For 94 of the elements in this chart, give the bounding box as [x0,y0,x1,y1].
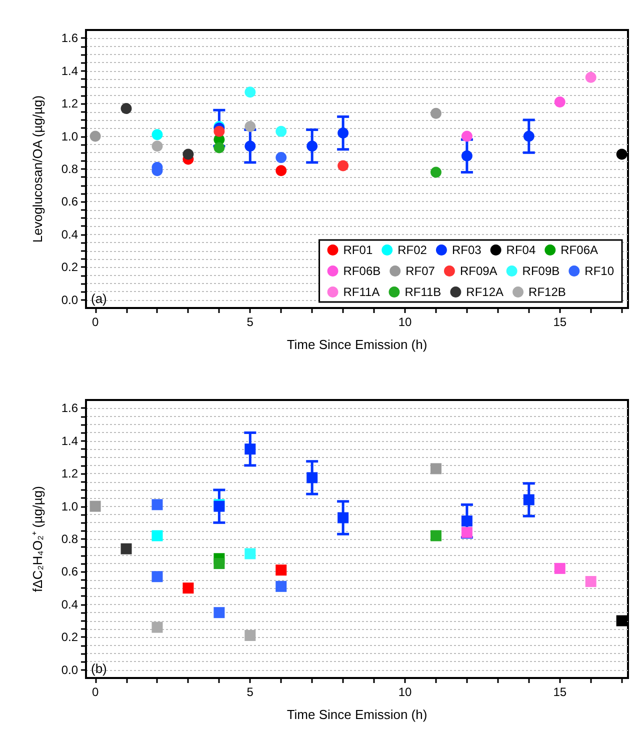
point [276,165,287,176]
point [616,148,628,160]
legend-label: RF12A [466,285,504,299]
y-tick-label: 1.4 [61,434,78,448]
point [585,576,596,588]
y-tick-label: 0.0 [61,662,78,677]
y-tick-label: 1.0 [61,129,78,144]
y-tick-label: 0.4 [61,597,78,612]
point [152,530,163,542]
x-tick-label: 10 [398,685,412,699]
y-tick-label: 0.6 [61,564,78,579]
y-tick-label: 1.4 [61,64,78,78]
legend-label: RF11B [404,285,442,299]
point [276,126,287,137]
legend-label: RF04 [506,243,536,257]
y-tick-label: 1.6 [61,31,78,46]
point [276,564,287,576]
annotation: (a) [91,291,107,306]
point [430,108,442,119]
x-axis-title: Time Since Emission (h) [286,337,428,352]
y-tick-label: 0.4 [61,227,78,242]
point [554,562,566,574]
y-tick-label: 1.6 [61,401,78,416]
y-tick-label: 0.8 [61,532,78,546]
legend-label: RF06A [560,243,598,257]
point [244,140,256,152]
y-tick-label: 0.8 [61,162,78,176]
point [338,128,349,139]
y-tick-label: 0.2 [61,630,78,644]
x-axis-title: Time Since Emission (h) [286,707,428,722]
x-tick-label: 0 [92,685,99,699]
point [244,630,256,641]
x-tick-label: 5 [246,315,254,329]
legend-label: RF07 [406,264,436,278]
y-tick-label: 0.0 [61,292,78,307]
legend-label: RF09A [460,264,498,278]
point [152,129,163,140]
point [244,120,256,132]
point [152,622,163,633]
y-tick-label: 1.0 [61,499,78,514]
point [214,126,225,137]
y-tick-label: 0.6 [61,194,78,209]
point [276,580,287,592]
point [306,472,318,484]
point [523,130,534,142]
point [461,526,472,538]
point [120,543,132,554]
point [182,582,194,594]
point [585,72,596,83]
legend-label: RF11A [343,285,380,299]
legend-label: RF06B [343,264,381,278]
legend-label: RF09B [522,264,560,278]
point [244,548,256,560]
annotation: (b) [91,661,107,676]
point [523,494,534,506]
y-tick-label: 1.2 [61,466,78,481]
legend-label: RF01 [343,243,373,257]
point [152,499,163,510]
x-tick-label: 10 [398,315,412,329]
y-tick-label: 1.2 [61,96,78,111]
point [461,150,472,162]
point [152,140,163,152]
point [90,130,101,142]
point [554,96,566,108]
point [461,516,472,527]
point [182,148,194,160]
point [430,530,442,542]
legend-label: RF10 [584,264,614,278]
x-tick-label: 0 [92,315,99,329]
y-axis-title: Levoglucosan/OA (µg/µg) [30,95,45,243]
point [244,444,256,455]
point [214,142,225,154]
legend-label: RF12B [528,285,566,299]
y-tick-label: 0.2 [61,260,78,274]
point [338,160,349,172]
point [120,102,132,114]
legend-label: RF03 [452,243,482,257]
point [152,571,163,582]
x-tick-label: 15 [553,315,567,329]
x-tick-label: 15 [553,685,567,699]
point [461,130,472,142]
x-tick-label: 5 [246,685,254,699]
point [214,558,225,570]
y-axis-title: fΔC₂H₄O₂⁺ (µg/µg) [30,486,45,592]
point [430,166,442,178]
point [338,512,349,524]
point [430,463,442,474]
point [276,152,287,164]
point [306,140,318,152]
point [244,86,256,98]
point [214,607,225,618]
point [90,500,101,512]
legend-label: RF02 [398,243,428,257]
point [616,615,628,626]
